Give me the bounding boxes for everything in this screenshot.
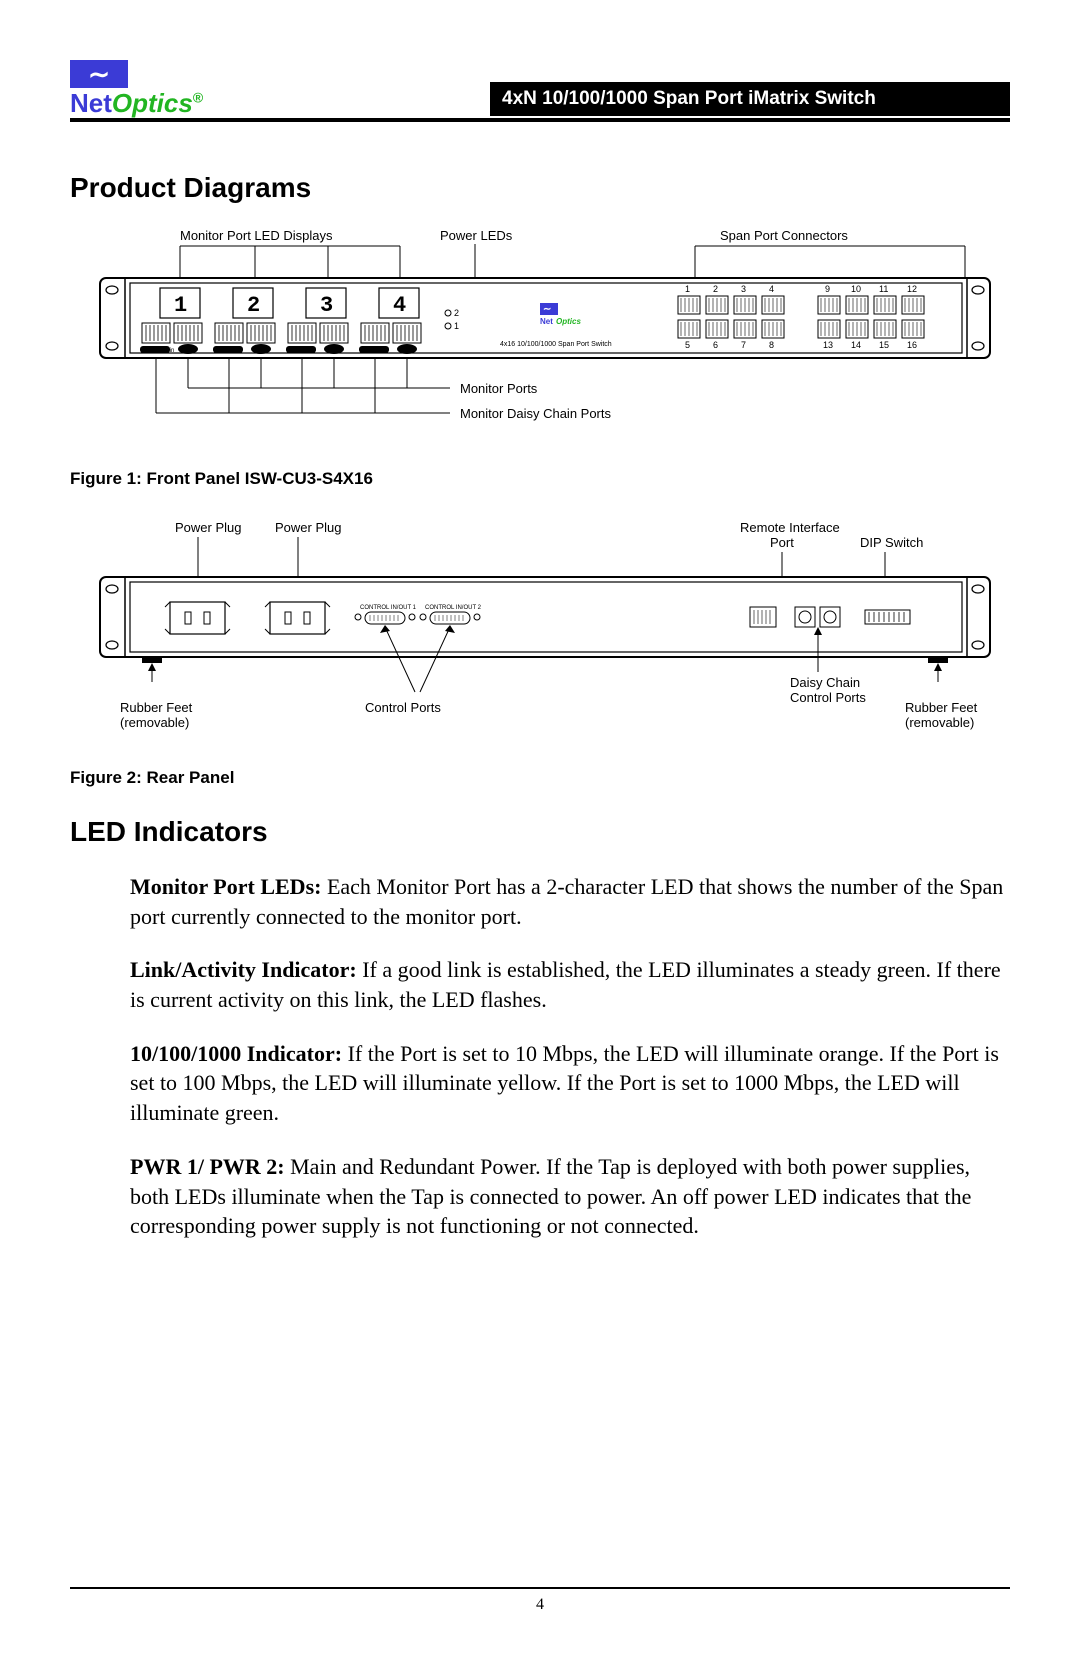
svg-text:3: 3 (741, 284, 746, 294)
para-pwr: PWR 1/ PWR 2: Main and Redundant Power. … (130, 1152, 1010, 1241)
svg-text:5: 5 (685, 340, 690, 350)
callout-control-ports: Control Ports (365, 700, 441, 715)
para4-lead: PWR 1/ PWR 2: (130, 1154, 285, 1179)
svg-text:14: 14 (851, 340, 861, 350)
logo-optics: Optics (112, 88, 193, 118)
power-plug-2 (265, 602, 330, 634)
header-rule (70, 118, 1010, 122)
svg-text:11: 11 (879, 284, 888, 294)
svg-text:15: 15 (879, 340, 889, 350)
svg-text:Daisy Chain: Daisy Chain (142, 348, 174, 354)
figure-2-diagram: Power Plug Power Plug Remote Interface P… (70, 517, 1010, 752)
page-header: ∼ NetOptics® 4xN 10/100/1000 Span Port i… (70, 60, 1010, 116)
svg-text:1: 1 (454, 321, 459, 331)
svg-text:3: 3 (320, 293, 333, 318)
logo-text: NetOptics® (70, 90, 203, 116)
netoptics-logo: ∼ NetOptics® (70, 60, 203, 116)
callout-power-plug-1: Power Plug (175, 520, 241, 535)
para3-lead: 10/100/1000 Indicator: (130, 1041, 342, 1066)
svg-text:1: 1 (685, 284, 690, 294)
product-diagrams-heading: Product Diagrams (70, 172, 1010, 204)
para1-lead: Monitor Port LEDs: (130, 874, 321, 899)
callout-monitor-led: Monitor Port LED Displays (180, 228, 333, 243)
svg-text:Optics: Optics (556, 317, 581, 326)
power-plug-1 (165, 602, 230, 634)
svg-text:∼: ∼ (543, 304, 551, 315)
callout-power-leds: Power LEDs (440, 228, 513, 243)
callout-daisy-cp2: Control Ports (790, 690, 866, 705)
svg-text:16: 16 (907, 340, 917, 350)
callout-remote-if: Remote Interface (740, 520, 840, 535)
footer-rule (70, 1587, 1010, 1589)
svg-text:12: 12 (907, 284, 917, 294)
svg-text:2: 2 (454, 308, 459, 318)
callout-span-conn: Span Port Connectors (720, 228, 848, 243)
callout-rubber-feet-r: Rubber Feet (905, 700, 978, 715)
logo-reg: ® (193, 89, 203, 105)
para-speed-indicator: 10/100/1000 Indicator: If the Port is se… (130, 1039, 1010, 1128)
para2-lead: Link/Activity Indicator: (130, 957, 357, 982)
callout-dip: DIP Switch (860, 535, 923, 550)
para-link-activity: Link/Activity Indicator: If a good link … (130, 955, 1010, 1014)
figure-2-caption: Figure 2: Rear Panel (70, 768, 1010, 788)
svg-text:7: 7 (741, 340, 746, 350)
callout-rubber-feet-l: Rubber Feet (120, 700, 193, 715)
svg-text:10: 10 (851, 284, 861, 294)
svg-text:9: 9 (825, 284, 830, 294)
tilde-icon: ∼ (88, 61, 110, 87)
page-number: 4 (0, 1596, 1080, 1614)
fig2-title: Rear Panel (147, 768, 235, 787)
svg-text:8: 8 (769, 340, 774, 350)
callout-monitor-ports: Monitor Ports (460, 381, 538, 396)
logo-net: Net (70, 88, 112, 118)
svg-text:4: 4 (769, 284, 774, 294)
fig1-label: Figure 1: (70, 469, 142, 488)
svg-text:4x16 10/100/1000 Span Port Swi: 4x16 10/100/1000 Span Port Switch (500, 341, 612, 348)
figure-1-diagram: Monitor Port LED Displays Power LEDs Spa… (70, 228, 1010, 453)
svg-text:CONTROL IN/OUT 2: CONTROL IN/OUT 2 (425, 605, 482, 611)
fig1-title: Front Panel ISW-CU3-S4X16 (147, 469, 373, 488)
svg-text:CONTROL IN/OUT 1: CONTROL IN/OUT 1 (360, 605, 417, 611)
svg-text:13: 13 (823, 340, 833, 350)
figure-1-caption: Figure 1: Front Panel ISW-CU3-S4X16 (70, 469, 1010, 489)
callout-daisy-cp1: Daisy Chain (790, 675, 860, 690)
svg-text:4: 4 (393, 293, 406, 318)
callout-port: Port (770, 535, 794, 550)
callout-daisy-ports: Monitor Daisy Chain Ports (460, 406, 611, 421)
svg-text:2: 2 (713, 284, 718, 294)
svg-text:Net: Net (540, 317, 553, 326)
svg-text:2: 2 (247, 293, 260, 318)
led-indicators-section: LED Indicators Monitor Port LEDs: Each M… (70, 816, 1010, 1241)
fig2-label: Figure 2: (70, 768, 142, 787)
header-banner: 4xN 10/100/1000 Span Port iMatrix Switch (490, 82, 1010, 116)
callout-removable-l: (removable) (120, 715, 189, 730)
para-monitor-leds: Monitor Port LEDs: Each Monitor Port has… (130, 872, 1010, 931)
svg-text:6: 6 (713, 340, 718, 350)
callout-power-plug-2: Power Plug (275, 520, 341, 535)
led-indicators-heading: LED Indicators (70, 816, 1010, 848)
logo-box: ∼ (70, 60, 128, 88)
svg-text:1: 1 (174, 293, 187, 318)
callout-removable-r: (removable) (905, 715, 974, 730)
